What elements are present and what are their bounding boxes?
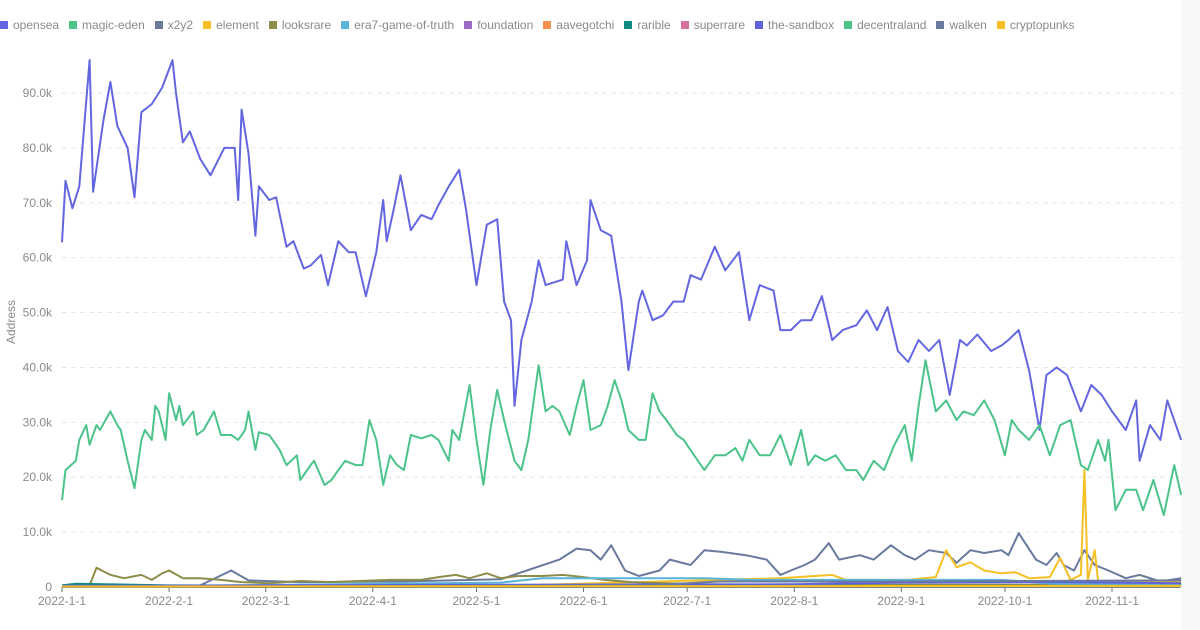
legend-swatch-icon (0, 21, 8, 29)
legend-item-walken[interactable]: walken (936, 16, 987, 34)
series-line-cryptopunks (61, 584, 1182, 588)
legend-item-aavegotchi[interactable]: aavegotchi (543, 16, 614, 34)
x-tick-label: 2022-4-1 (349, 594, 397, 608)
legend-swatch-icon (680, 21, 689, 29)
legend-item-era7-game-of-truth[interactable]: era7-game-of-truth (341, 16, 454, 34)
series-line-opensea (61, 59, 1183, 462)
x-tick-label: 2022-6-1 (560, 594, 608, 608)
x-tick-label: 2022-9-1 (877, 594, 925, 608)
legend-label: the-sandbox (768, 18, 835, 32)
legend-label: walken (949, 18, 987, 32)
legend-swatch-icon (69, 21, 78, 29)
legend-swatch-icon (154, 21, 163, 29)
legend-swatch-icon (844, 21, 853, 29)
legend-label: opensea (13, 18, 60, 32)
legend-item-x2y2[interactable]: x2y2 (154, 16, 194, 34)
legend-item-rarible[interactable]: rarible (624, 16, 671, 34)
y-tick-label: 90.0k (23, 86, 53, 100)
legend-label: element (216, 18, 259, 32)
y-tick-label: 10.0k (23, 525, 53, 539)
legend-item-decentraland[interactable]: decentraland (844, 16, 926, 34)
x-tick-label: 2022-11-1 (1085, 594, 1139, 608)
y-axis-label: Address (4, 300, 18, 344)
legend-item-the-sandbox[interactable]: the-sandbox (755, 16, 834, 34)
legend-label: looksrare (281, 18, 332, 32)
y-tick-label: 60.0k (23, 251, 53, 265)
legend-swatch-icon (543, 21, 552, 29)
x-tick-label: 2022-5-1 (452, 594, 500, 608)
legend-label: decentraland (857, 18, 927, 32)
y-tick-label: 30.0k (23, 415, 53, 429)
legend-swatch-icon (936, 21, 945, 29)
legend-label: x2y2 (167, 18, 194, 32)
legend-swatch-icon (755, 21, 764, 29)
y-tick-label: 20.0k (23, 470, 53, 484)
y-tick-label: 0 (45, 580, 52, 594)
x-tick-label: 2022-8-1 (770, 594, 818, 608)
legend-item-cryptopunks[interactable]: cryptopunks (996, 16, 1075, 34)
y-tick-label: 40.0k (23, 360, 53, 374)
series-line-magic-eden (61, 359, 1183, 517)
series-line-element (61, 469, 1182, 588)
legend-label: rarible (637, 18, 671, 32)
legend-item-element[interactable]: element (203, 16, 259, 34)
legend-swatch-icon (341, 21, 350, 29)
y-tick-label: 70.0k (23, 196, 53, 210)
y-tick-label: 50.0k (23, 306, 53, 320)
x-tick-label: 2022-10-1 (978, 594, 1033, 608)
legend-label: superrare (693, 18, 746, 32)
legend-label: magic-eden (82, 18, 145, 32)
legend-swatch-icon (203, 21, 212, 29)
legend-label: cryptopunks (1009, 18, 1075, 32)
legend-label: foundation (477, 18, 534, 32)
legend-item-foundation[interactable]: foundation (464, 16, 533, 34)
legend-swatch-icon (268, 21, 277, 29)
legend-label: aavegotchi (556, 18, 615, 32)
x-tick-label: 2022-3-1 (242, 594, 290, 608)
series-line-the-sandbox (61, 581, 1182, 587)
x-tick-label: 2022-7-1 (663, 594, 711, 608)
x-tick-label: 2022-1-1 (38, 594, 86, 608)
legend-item-opensea[interactable]: opensea (0, 16, 59, 34)
legend-swatch-icon (464, 21, 473, 29)
legend-label: era7-game-of-truth (354, 18, 455, 32)
y-tick-label: 80.0k (23, 141, 53, 155)
legend-swatch-icon (624, 21, 633, 29)
legend-item-magic-eden[interactable]: magic-eden (69, 16, 145, 34)
side-strip (1181, 0, 1200, 630)
x-tick-label: 2022-2-1 (145, 594, 193, 608)
legend-item-looksrare[interactable]: looksrare (268, 16, 332, 34)
legend: opensea magic-eden x2y2 element looksrare era… (0, 16, 1085, 34)
legend-item-superrare[interactable]: superrare (680, 16, 746, 34)
legend-swatch-icon (996, 21, 1005, 29)
